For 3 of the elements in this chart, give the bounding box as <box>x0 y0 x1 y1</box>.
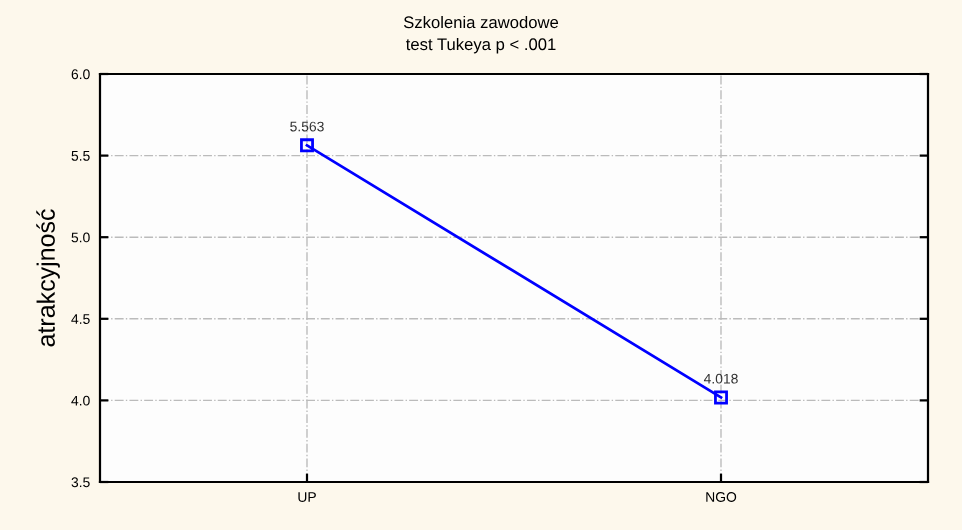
chart-title: Szkolenia zawodowe <box>403 15 559 29</box>
y-axis-title: atrakcyjność <box>36 209 60 347</box>
chart-subtitle: test Tukeya p < .001 <box>405 37 556 54</box>
